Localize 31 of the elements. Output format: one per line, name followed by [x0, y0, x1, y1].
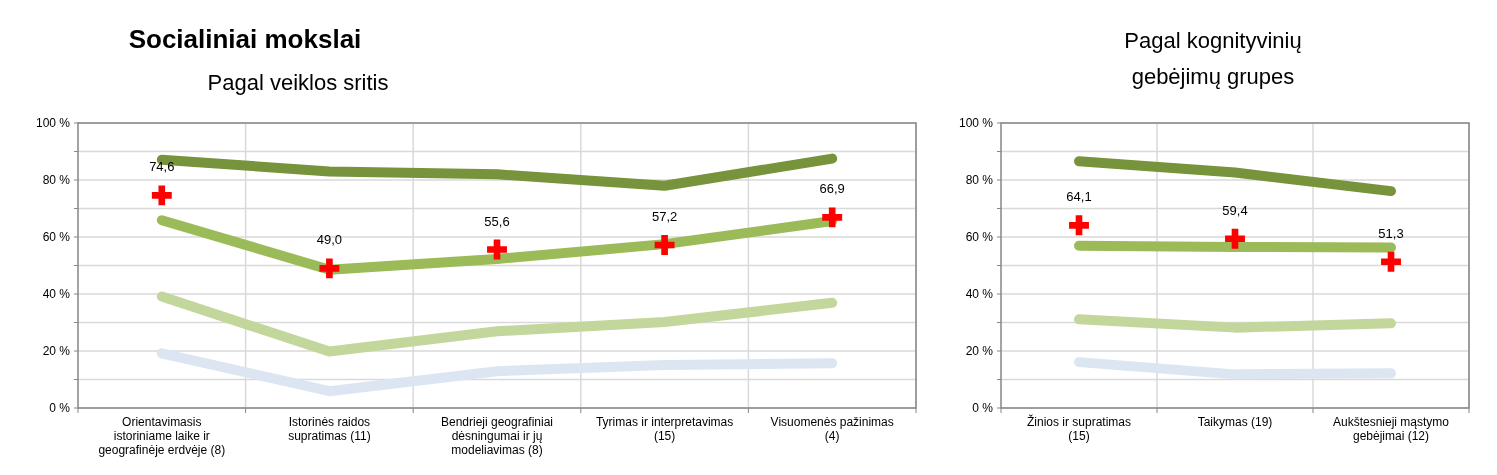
x-tick-label: Visuomenės pažinimas (4)	[770, 415, 894, 443]
chart-subtitle: Pagal veiklos sritis	[207, 70, 389, 95]
x-tick-label: Bendrieji geografiniai dėsningumai ir jų modeliavimas (8)	[440, 415, 554, 457]
y-tick-label: 80 %	[42, 173, 71, 188]
data-label: 51,3	[1378, 225, 1404, 241]
data-label: 64,1	[1066, 189, 1092, 205]
y-tick-label: 20 %	[42, 344, 71, 359]
chart-title: Pagal kognityvinių gebėjimų grupes	[1124, 28, 1302, 89]
y-tick-label: 60 %	[42, 230, 71, 245]
data-label: 59,4	[1222, 202, 1248, 218]
x-tick-label: Istorinės raidos supratimas (11)	[288, 415, 371, 443]
data-label: 49,0	[316, 232, 343, 248]
data-label: 57,2	[651, 208, 678, 224]
chart-title: Socialiniai mokslai	[128, 24, 362, 54]
y-tick-label: 100 %	[35, 116, 71, 131]
x-tick-label: Taikymas (19)	[1197, 415, 1273, 429]
y-tick-label: 40 %	[42, 287, 71, 302]
x-tick-label: Žinios ir supratimas (15)	[1026, 414, 1132, 443]
x-tick-label: Tyrimas ir interpretavimas (15)	[595, 415, 734, 443]
x-tick-label: Orientavimasis istoriniame laike ir geografinėje erdvėje (8)	[98, 415, 226, 457]
y-tick-label: 100 %	[958, 116, 994, 131]
data-label: 55,6	[484, 213, 510, 229]
x-tick-label: Aukštesnieji mąstymo gebėjimai (12)	[1332, 415, 1450, 443]
y-tick-label: 0 %	[49, 401, 71, 416]
data-label: 66,9	[819, 181, 845, 197]
y-tick-label: 20 %	[965, 344, 994, 359]
y-tick-label: 40 %	[965, 287, 994, 302]
y-tick-label: 80 %	[965, 173, 994, 188]
data-label: 74,6	[149, 159, 175, 175]
y-tick-label: 60 %	[965, 230, 994, 245]
y-tick-label: 0 %	[972, 401, 994, 416]
